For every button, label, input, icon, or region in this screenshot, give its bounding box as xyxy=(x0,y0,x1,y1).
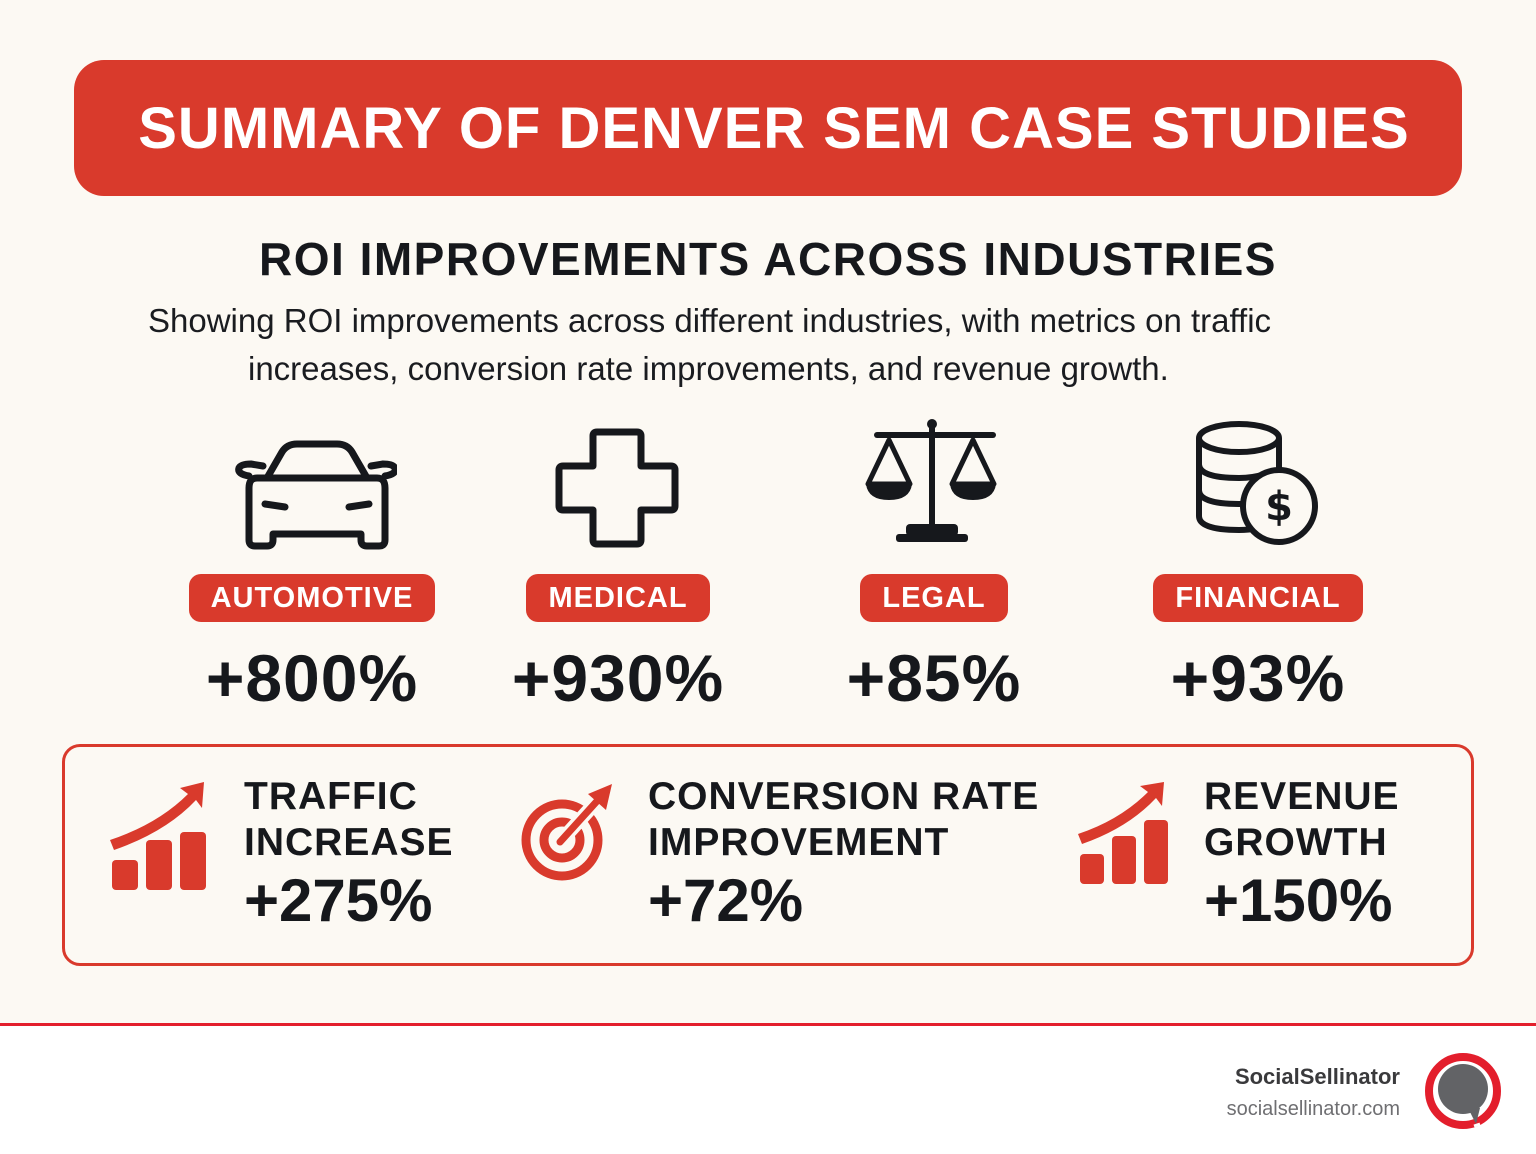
metric-value: +150% xyxy=(1204,867,1393,934)
metric-label-line-2: GROWTH xyxy=(1204,821,1388,864)
metric-value: +72% xyxy=(648,867,804,934)
speech-bubble-logo-icon xyxy=(1424,1052,1502,1132)
section-description-line-1: Showing ROI improvements across differen… xyxy=(148,302,1272,339)
metric-label-line-1: REVENUE xyxy=(1204,775,1400,818)
metric-value: +275% xyxy=(244,867,433,934)
footer-divider xyxy=(0,1023,1536,1026)
industry-legal: LEGAL +85% xyxy=(774,410,1094,716)
target-arrow-icon xyxy=(520,782,620,887)
metric-traffic: TRAFFIC INCREASE +275% xyxy=(244,774,454,935)
industry-roi-value: +85% xyxy=(846,641,1022,715)
car-icon xyxy=(227,410,397,550)
metric-label-line-1: CONVERSION RATE xyxy=(648,775,1040,818)
industry-label-pill: FINANCIAL xyxy=(1153,574,1363,622)
coins-dollar-icon: $ xyxy=(1173,410,1343,550)
industry-medical: MEDICAL +930% xyxy=(458,410,778,716)
industry-label: MEDICAL xyxy=(548,581,688,614)
growth-chart-icon xyxy=(1076,780,1172,893)
industry-financial: $ FINANCIAL +93% xyxy=(1098,410,1418,716)
industry-roi-value: +93% xyxy=(1170,641,1346,715)
metrics-summary-box xyxy=(62,744,1474,966)
section-title: ROI IMPROVEMENTS ACROSS INDUSTRIES xyxy=(0,232,1536,286)
metric-label-line-2: IMPROVEMENT xyxy=(648,821,950,864)
section-description-line-2: increases, conversion rate improvements,… xyxy=(248,350,1169,387)
industry-label: AUTOMOTIVE xyxy=(210,581,414,614)
growth-chart-icon xyxy=(108,780,208,897)
industry-roi-value: +930% xyxy=(511,641,725,715)
page-title: SUMMARY OF DENVER SEM CASE STUDIES xyxy=(138,95,1410,161)
brand-name: SocialSellinator xyxy=(1234,1064,1400,1089)
industry-label: LEGAL xyxy=(882,581,986,614)
medical-cross-icon xyxy=(533,410,703,550)
industry-automotive: AUTOMOTIVE +800% xyxy=(152,410,472,716)
section-title-text: ROI IMPROVEMENTS ACROSS INDUSTRIES xyxy=(259,233,1277,285)
industry-label-pill: AUTOMOTIVE xyxy=(188,574,436,622)
industry-label-pill: LEGAL xyxy=(860,574,1008,622)
industry-roi-value: +800% xyxy=(205,641,419,715)
title-banner: SUMMARY OF DENVER SEM CASE STUDIES xyxy=(74,60,1462,196)
metric-conversion-rate: CONVERSION RATE IMPROVEMENT +72% xyxy=(648,774,1039,935)
footer xyxy=(0,1026,1536,1154)
metric-label-line-2: INCREASE xyxy=(244,821,454,864)
industry-label-pill: MEDICAL xyxy=(526,574,710,622)
metric-label-line-1: TRAFFIC xyxy=(244,775,418,818)
brand-url[interactable]: socialsellinator.com xyxy=(1226,1098,1400,1120)
industry-label: FINANCIAL xyxy=(1175,581,1341,614)
scales-of-justice-icon xyxy=(849,410,1019,550)
metric-revenue: REVENUE GROWTH +150% xyxy=(1204,774,1400,935)
svg-text:$: $ xyxy=(1265,484,1293,530)
